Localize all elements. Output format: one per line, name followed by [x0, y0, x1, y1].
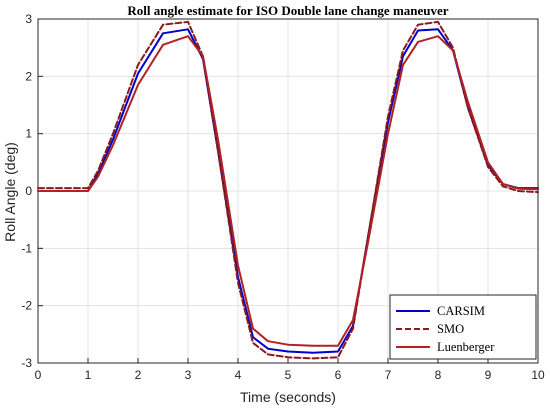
legend-box	[389, 294, 537, 360]
x-tick-label: 5	[285, 368, 292, 382]
y-tick-label: -3	[21, 356, 32, 370]
legend-label-luenberger: Luenberger	[437, 340, 495, 354]
chart-title: Roll angle estimate for ISO Double lane …	[127, 3, 448, 18]
x-tick-label: 3	[185, 368, 192, 382]
x-tick-label: 0	[35, 368, 42, 382]
x-tick-label: 2	[135, 368, 142, 382]
x-tick-label: 7	[385, 368, 392, 382]
x-tick-label: 8	[435, 368, 442, 382]
x-tick-label: 1	[85, 368, 92, 382]
legend: CARSIM SMO Luenberger	[389, 294, 537, 360]
y-tick-label: 3	[25, 12, 32, 26]
y-tick-label: 1	[25, 127, 32, 141]
x-tick-label: 6	[335, 368, 342, 382]
x-tick-label: 4	[235, 368, 242, 382]
y-tick-label: -1	[21, 241, 32, 255]
x-tick-label: 10	[531, 368, 545, 382]
x-tick-label: 9	[485, 368, 492, 382]
x-axis-label: Time (seconds)	[240, 389, 336, 405]
series-line-luenberger	[37, 35, 539, 347]
legend-label-smo: SMO	[437, 322, 464, 336]
series-lines	[37, 20, 539, 360]
y-tick-label: -2	[21, 299, 32, 313]
legend-label-carsim: CARSIM	[437, 304, 485, 318]
y-tick-label: 0	[25, 184, 32, 198]
y-tick-label: 2	[25, 69, 32, 83]
axis-ticks: 0 1 2 3 4 5 6 7 8 9 10 -3 -2 -1 0 1 2 3	[21, 12, 545, 382]
y-axis-label: Roll Angle (deg)	[2, 142, 18, 242]
